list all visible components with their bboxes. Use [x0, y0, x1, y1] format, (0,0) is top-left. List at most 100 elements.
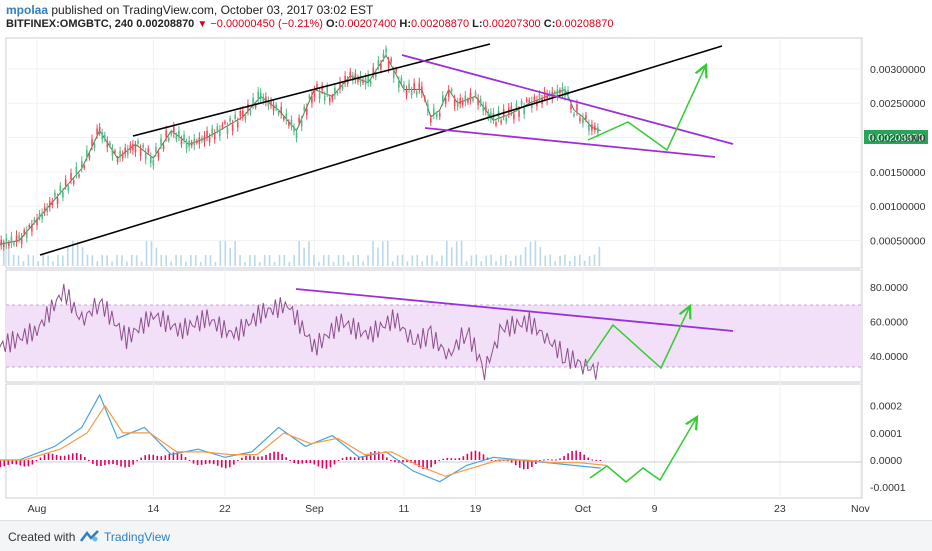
candle-body — [91, 139, 93, 146]
volume-bar — [342, 254, 345, 266]
channel-upper-trendline[interactable] — [132, 43, 491, 137]
candle-body — [15, 235, 18, 242]
candle-body — [597, 127, 599, 133]
candle-body — [96, 128, 98, 135]
volume-bar — [219, 241, 222, 266]
macd-hist-bar — [353, 457, 356, 460]
volume-bar — [421, 261, 424, 266]
ohlc-header: BITFINEX:OMGBTC, 240 0.00208870 ▼ −0.000… — [6, 18, 613, 30]
candle-body — [487, 112, 490, 118]
volume-bar — [106, 255, 108, 266]
macd-hist-bar — [414, 460, 416, 465]
volume-bar — [450, 247, 453, 266]
candle-body — [254, 105, 257, 108]
volume-bar — [362, 261, 364, 266]
volume-bar — [249, 255, 251, 266]
author-name[interactable]: mpolaa — [6, 3, 49, 17]
wedge-lower-trendline[interactable] — [424, 127, 716, 158]
open-value: 0.00207400 — [338, 18, 397, 30]
chart-area[interactable]: 0.00208870 Aug 14 22 Sep 11 19 Oct 9 23 Nov 0.0030… — [0, 0, 932, 520]
macd-hist-bar — [563, 456, 565, 460]
volume-bar — [234, 241, 236, 266]
macd-hist-bar — [406, 460, 408, 463]
candle-body — [48, 201, 51, 208]
macd-hist-bar — [19, 460, 22, 466]
macd-forecast-arrow[interactable] — [589, 417, 697, 483]
symbol-label: BITFINEX:OMGBTC, 240 — [6, 18, 134, 30]
macd-hist-bar — [140, 457, 142, 460]
candle-body — [277, 111, 280, 115]
volume-bar — [91, 255, 94, 266]
channel-lower-trendline[interactable] — [39, 45, 723, 256]
macd-hist-bar — [132, 460, 134, 465]
macd-hist-bar — [228, 460, 231, 468]
candle-body — [469, 93, 472, 100]
candle-body — [5, 238, 8, 245]
candle-body — [413, 82, 415, 90]
price-forecast-arrow[interactable] — [587, 65, 706, 152]
candle-body — [157, 152, 160, 158]
candle-body — [408, 83, 410, 89]
macd-hist-bar — [273, 451, 275, 460]
volume-bar — [318, 261, 320, 266]
x-tick-label: 22 — [219, 503, 231, 515]
candle-body — [515, 103, 518, 109]
macd-hist-bar — [506, 460, 509, 462]
candle-body — [142, 144, 144, 148]
price-tick-label: 0.00100000 — [870, 201, 926, 213]
gridlines — [6, 38, 862, 498]
macd-hist-bar — [176, 452, 179, 460]
macd-hist-bar — [329, 460, 332, 468]
high-label: H: — [399, 18, 411, 30]
tradingview-link[interactable]: TradingView — [104, 530, 171, 544]
rsi-tick-label: 40.0000 — [870, 351, 908, 363]
candle-body — [318, 92, 321, 99]
volume-bar — [416, 254, 419, 266]
candle-body — [275, 104, 277, 109]
volume-bar — [441, 255, 443, 266]
volume-bar — [288, 261, 291, 266]
candle-body — [346, 79, 349, 84]
macd-hist-bar — [148, 454, 151, 460]
candle-body — [201, 137, 203, 141]
volume-bar — [347, 261, 350, 266]
macd-hist-bar — [116, 460, 118, 466]
candle-body — [323, 95, 326, 101]
volume-bar — [76, 241, 79, 266]
macd-hist-bar — [482, 454, 485, 460]
publish-header: mpolaa published on TradingView.com, Oct… — [6, 3, 373, 17]
rsi-forecast-arrow[interactable] — [584, 306, 690, 370]
candle-body — [265, 96, 267, 103]
candle-body — [160, 138, 162, 145]
volume-bar — [17, 255, 20, 266]
volume-bar — [101, 254, 104, 266]
macd-hist-bar — [555, 459, 557, 461]
candle-body — [403, 84, 405, 89]
volume-bar — [298, 240, 300, 266]
macd-hist-bar — [470, 451, 473, 460]
wedge-upper-trendline[interactable] — [401, 54, 734, 145]
macd-hist-bar — [120, 460, 122, 467]
macd-hist-bar — [386, 457, 388, 460]
volume-bar — [190, 254, 192, 266]
volume-bar — [155, 247, 158, 266]
candle-body — [126, 148, 129, 155]
macd-hist-bar — [349, 456, 352, 460]
candle-body — [538, 93, 541, 99]
candle-body — [198, 137, 201, 144]
macd-hist-bar — [466, 453, 469, 460]
rsi-trendline[interactable] — [295, 288, 734, 332]
volume-bar — [66, 247, 69, 266]
candle-body — [226, 127, 229, 134]
candle-body — [54, 192, 56, 197]
volume-bar — [165, 255, 168, 266]
candle-body — [8, 242, 10, 247]
candle-body — [372, 67, 375, 74]
candle-body — [453, 99, 456, 107]
price-panel[interactable] — [5, 37, 863, 269]
candle-body — [559, 89, 561, 93]
volume-bar — [436, 261, 438, 266]
macd-panel[interactable] — [5, 383, 863, 499]
candle-body — [303, 106, 306, 111]
volume-bar — [258, 261, 261, 266]
